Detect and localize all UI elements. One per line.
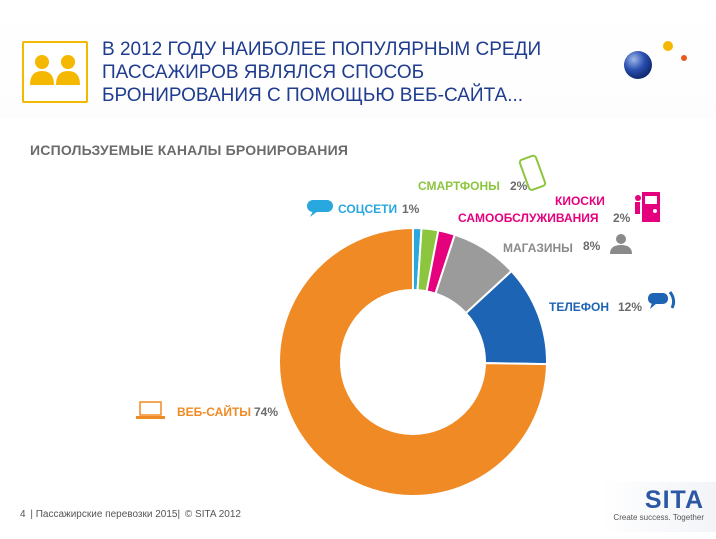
slice-label-2: КИОСКИ (555, 194, 605, 208)
header-band (0, 0, 716, 118)
slice-label-0: СОЦСЕТИ (338, 202, 397, 216)
laptop-icon (136, 401, 165, 419)
slice-label-2-line2: САМООБСЛУЖИВАНИЯ (458, 211, 599, 225)
slice-value-label-4: 12% (618, 300, 642, 314)
brand-band (600, 482, 716, 532)
slice-value-label-3: 8% (583, 239, 601, 253)
slice-value-label-1: 2% (510, 179, 528, 193)
slice-value-label-0: 1% (402, 202, 420, 216)
slice-value-label-2: 2% (613, 211, 631, 225)
slice-label-3: МАГАЗИНЫ (503, 241, 573, 255)
page-title: В 2012 ГОДУ НАИБОЛЕЕ ПОПУЛЯРНЫМ СРЕДИ ПА… (102, 39, 542, 106)
slice-label-1: СМАРТФОНЫ (418, 179, 500, 193)
chart-subtitle: ИСПОЛЬЗУЕМЫЕ КАНАЛЫ БРОНИРОВАНИЯ (30, 142, 349, 158)
sita-logo: SITA (644, 486, 704, 514)
slice-label-5: ВЕБ-САЙТЫ (177, 404, 251, 419)
smartphone-icon (518, 154, 547, 191)
copyright: © SITA 2012 (184, 509, 241, 520)
footer: 4 | Пассажирские перевозки 2015| © SITA … (20, 509, 243, 520)
page-number: 4 (20, 509, 26, 520)
slice-label-4: ТЕЛЕФОН (549, 300, 609, 314)
brand-tagline: Create success. Together (613, 513, 704, 522)
decorative-spheres-icon (624, 41, 687, 79)
kiosk-icon (635, 192, 660, 222)
chat-bubble-icon (307, 200, 333, 217)
slice-value-label-5: 74% (254, 405, 278, 419)
donut-slice-5 (278, 226, 549, 497)
people-icon (22, 41, 88, 103)
phone-icon (648, 291, 676, 309)
footer-text: | Пассажирские перевозки 2015| (30, 509, 181, 520)
brand: SITA Create success. Together (612, 486, 704, 522)
person-icon (610, 234, 632, 254)
